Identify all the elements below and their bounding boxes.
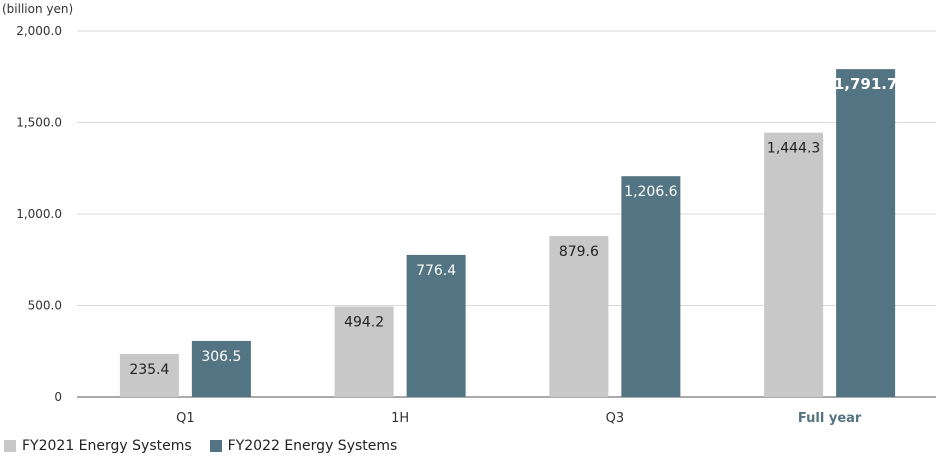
bar: [549, 236, 609, 397]
bar: [764, 132, 824, 397]
data-label: 1,206.6: [624, 184, 678, 200]
data-label: 306.5: [201, 349, 241, 365]
data-label: 235.4: [129, 362, 169, 378]
data-label: 879.6: [559, 244, 599, 260]
y-tick-label: 500.0: [28, 299, 62, 313]
legend-swatch-fy2022: [209, 440, 222, 452]
legend-item-fy2022: FY2022 Energy Systems: [209, 438, 398, 454]
x-tick-label: Full year: [798, 411, 862, 426]
bar: [334, 306, 394, 397]
bar: [191, 340, 251, 397]
legend-item-fy2021: FY2021 Energy Systems: [4, 438, 192, 454]
data-label: 776.4: [416, 263, 456, 279]
data-label: 1,444.3: [767, 141, 820, 157]
y-tick-label: 2,000.0: [16, 24, 62, 38]
legend-swatch-fy2021: [4, 440, 16, 452]
bar-chart: 0 500.0 1,000.0 1,500.0 2,000.0 Q1 235.4 306.5 1…: [16, 24, 936, 426]
bar: [406, 254, 466, 397]
legend-label-fy2021: FY2021 Energy Systems: [22, 438, 192, 454]
unit-label: (billion yen): [2, 2, 74, 16]
bar: [119, 353, 179, 397]
legend: FY2021 Energy Systems FY2022 Energy Syst…: [4, 438, 415, 454]
x-tick-label: 1H: [391, 411, 409, 426]
y-tick-label: 1,000.0: [16, 207, 62, 221]
y-tick-label: 0: [54, 390, 62, 404]
data-label: 494.2: [344, 315, 384, 331]
bar: [621, 176, 681, 397]
bar: [836, 69, 896, 397]
x-tick-label: Q3: [606, 411, 625, 426]
data-label: 1,791.7: [834, 75, 898, 93]
x-tick-label: Q1: [176, 411, 195, 426]
legend-label-fy2022: FY2022 Energy Systems: [227, 438, 398, 454]
y-tick-label: 1,500.0: [16, 116, 62, 130]
